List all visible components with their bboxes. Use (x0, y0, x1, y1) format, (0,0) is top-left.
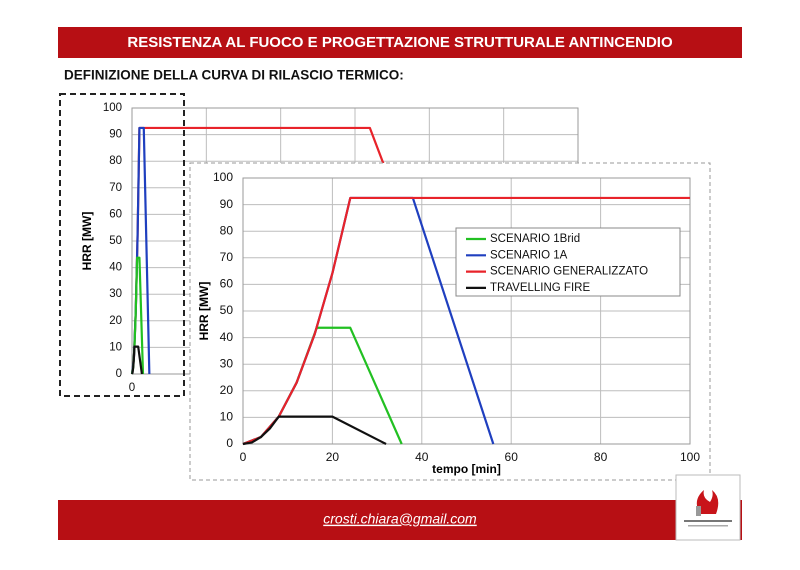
y-tick-label: 50 (109, 235, 122, 247)
series-line (130, 345, 144, 375)
legend-label: SCENARIO 1A (490, 249, 568, 261)
y-tick-label: 30 (220, 356, 234, 370)
y-axis-label: HRR [MW] (197, 282, 211, 341)
y-tick-label: 0 (116, 368, 122, 380)
y-tick-label: 10 (109, 341, 122, 353)
y-tick-label: 40 (220, 330, 234, 344)
footer-bar (58, 500, 742, 540)
y-tick-label: 50 (220, 303, 234, 317)
y-tick-label: 20 (220, 383, 234, 397)
x-tick-label: 0 (240, 450, 247, 464)
x-axis-label: tempo [min] (432, 462, 501, 476)
y-tick-label: 90 (109, 129, 122, 141)
zoom-panel (189, 162, 711, 481)
y-axis-label: HRR [MW] (80, 212, 94, 271)
legend-box (455, 227, 681, 297)
y-tick-label: 80 (220, 223, 234, 237)
legend-label: SCENARIO GENERALIZZATO (490, 266, 648, 278)
header-bar (58, 27, 742, 58)
footer-email[interactable]: crosti.chiara@gmail.com (323, 511, 477, 527)
x-tick-label: 100 (680, 450, 700, 464)
x-tick-label: 0 (129, 382, 135, 394)
logo (675, 474, 741, 541)
y-tick-label: 70 (220, 250, 234, 264)
x-tick-label: 80 (594, 450, 608, 464)
y-tick-label: 100 (213, 170, 233, 184)
plot-border (242, 177, 691, 445)
legend-label: SCENARIO 1Brid (490, 233, 580, 245)
y-tick-label: 60 (220, 277, 234, 291)
y-tick-label: 80 (109, 155, 122, 167)
x-tick-label: 20 (326, 450, 340, 464)
series-line (242, 415, 387, 446)
legend-label: TRAVELLING FIRE (490, 282, 590, 294)
y-tick-label: 20 (109, 315, 122, 327)
y-tick-label: 10 (220, 410, 234, 424)
y-tick-label: 0 (226, 436, 233, 450)
main-chart: 0 10 20 30 40 50 60 70 80 90 100 0 20 40 60 80 100 HRR [M… (197, 170, 700, 476)
y-tick-label: 60 (109, 208, 122, 220)
y-tick-label: 90 (220, 197, 234, 211)
x-tick-label: 60 (505, 450, 519, 464)
x-tick-label: 40 (415, 450, 429, 464)
subtitle: DEFINIZIONE DELLA CURVA DI RILASCIO TERM… (64, 68, 404, 83)
zoom-box (59, 93, 185, 397)
y-tick-label: 30 (109, 288, 122, 300)
y-tick-label: 100 (103, 102, 122, 114)
header-title: RESISTENZA AL FUOCO E PROGETTAZIONE STRU… (127, 34, 673, 51)
y-tick-label: 40 (109, 262, 122, 274)
y-tick-label: 70 (109, 182, 122, 194)
